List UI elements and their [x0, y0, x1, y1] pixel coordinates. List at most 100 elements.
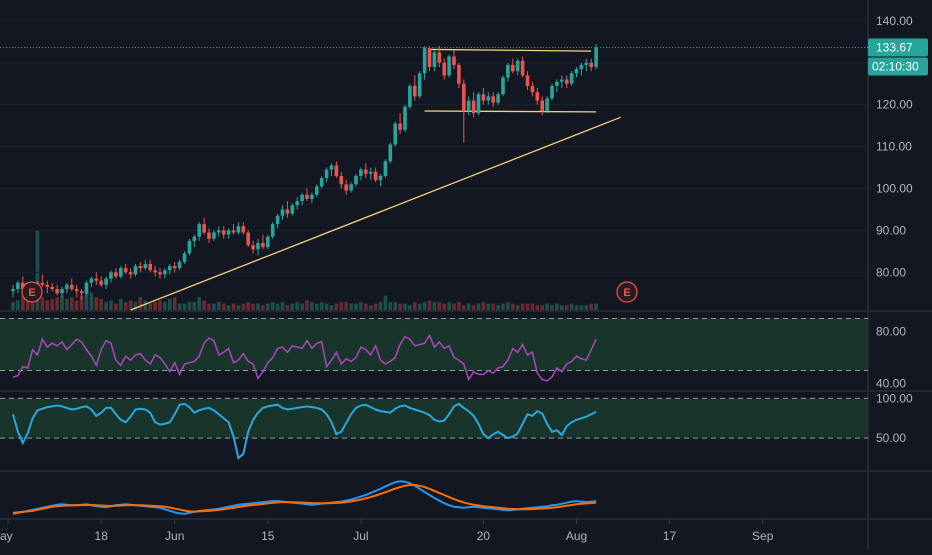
candle — [422, 46, 427, 80]
candle-body — [182, 253, 187, 262]
candle — [94, 272, 99, 285]
volume-bar — [462, 305, 466, 310]
time-axis-label: 18 — [95, 529, 109, 543]
candle-body — [515, 60, 520, 72]
candle — [564, 75, 569, 88]
volume-bar — [280, 302, 285, 310]
volume-bar — [535, 305, 540, 310]
candle-body — [104, 278, 108, 285]
candle-body — [231, 230, 236, 233]
candle-body — [197, 224, 201, 237]
candle-body — [511, 64, 515, 72]
candle-body — [540, 100, 544, 112]
candle-body — [158, 272, 162, 275]
volume-bar — [251, 303, 255, 310]
candle-body — [109, 272, 113, 279]
volume-bar — [408, 305, 412, 310]
candle — [315, 184, 319, 197]
volume-bar — [555, 303, 559, 310]
volume-bar — [226, 305, 231, 310]
candle — [481, 87, 486, 105]
candle-body — [70, 284, 74, 290]
candle-body — [403, 106, 407, 130]
volume-bar — [540, 305, 544, 310]
candle-body — [79, 291, 84, 294]
candle — [290, 203, 295, 216]
volume-bar — [525, 303, 530, 310]
candle-body — [413, 85, 417, 97]
time-axis-label: Sep — [752, 529, 774, 543]
candle — [270, 222, 275, 239]
candle-body — [251, 245, 255, 250]
candle — [339, 171, 344, 189]
candle — [241, 222, 246, 235]
candle — [555, 79, 559, 93]
candle — [486, 92, 491, 105]
candle — [114, 268, 118, 279]
candle-body — [84, 282, 89, 294]
candle — [427, 46, 432, 72]
candle-body — [153, 270, 157, 273]
volume-bar — [104, 302, 108, 310]
candle-body — [60, 289, 64, 294]
candle-body — [574, 69, 579, 74]
volume-bar — [84, 286, 89, 310]
price-tick-label: 140.00 — [876, 14, 913, 28]
candle — [476, 92, 481, 116]
candle — [45, 280, 50, 294]
candle — [275, 213, 280, 229]
candle — [359, 167, 363, 181]
candle-body — [383, 161, 388, 176]
volume-bar — [452, 303, 456, 310]
candle-body — [334, 165, 339, 176]
volume-bar — [398, 303, 402, 310]
candle — [324, 167, 329, 183]
volume-bar — [491, 303, 495, 310]
candle — [226, 228, 231, 239]
candle — [197, 222, 201, 241]
candle-body — [329, 165, 334, 170]
volume-bar — [94, 297, 99, 310]
candle — [266, 234, 270, 250]
volume-bar — [501, 303, 505, 310]
candle-body — [133, 266, 138, 275]
volume-bar — [466, 303, 471, 310]
candle-body — [295, 201, 299, 206]
candle-body — [506, 64, 510, 78]
candle-body — [466, 100, 471, 112]
candle-body — [275, 215, 280, 225]
volume-bar — [339, 302, 344, 310]
candle — [16, 280, 20, 294]
volume-bar — [55, 297, 59, 310]
candle — [79, 289, 84, 300]
volume-bar — [560, 305, 564, 310]
volume-bar — [496, 305, 500, 310]
candle-body — [123, 268, 128, 273]
candle — [50, 282, 54, 292]
candle — [579, 62, 584, 76]
volume-bar — [290, 303, 295, 310]
volume-bar — [133, 302, 138, 310]
volume-bar — [109, 300, 113, 310]
volume-bar — [119, 298, 123, 310]
candle-body — [422, 48, 427, 74]
candle-body — [285, 209, 290, 214]
candle-body — [535, 92, 540, 101]
candle-body — [290, 205, 295, 214]
volume-bar — [579, 305, 584, 310]
volume-bar — [256, 303, 260, 310]
volume-bar — [168, 298, 172, 310]
candle — [319, 175, 324, 189]
volume-bar — [378, 302, 383, 310]
candle — [417, 71, 422, 99]
candle-body — [594, 47, 598, 68]
candle — [471, 92, 476, 118]
candle — [128, 268, 133, 279]
countdown-tag — [868, 57, 928, 76]
candle — [457, 62, 461, 88]
candle-body — [417, 73, 422, 97]
earnings-marker: E — [616, 281, 638, 303]
candle — [207, 228, 211, 243]
